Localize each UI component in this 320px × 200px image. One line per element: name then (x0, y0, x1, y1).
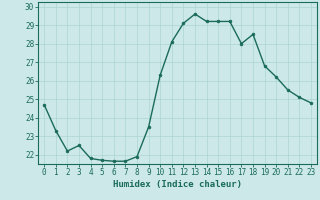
X-axis label: Humidex (Indice chaleur): Humidex (Indice chaleur) (113, 180, 242, 189)
